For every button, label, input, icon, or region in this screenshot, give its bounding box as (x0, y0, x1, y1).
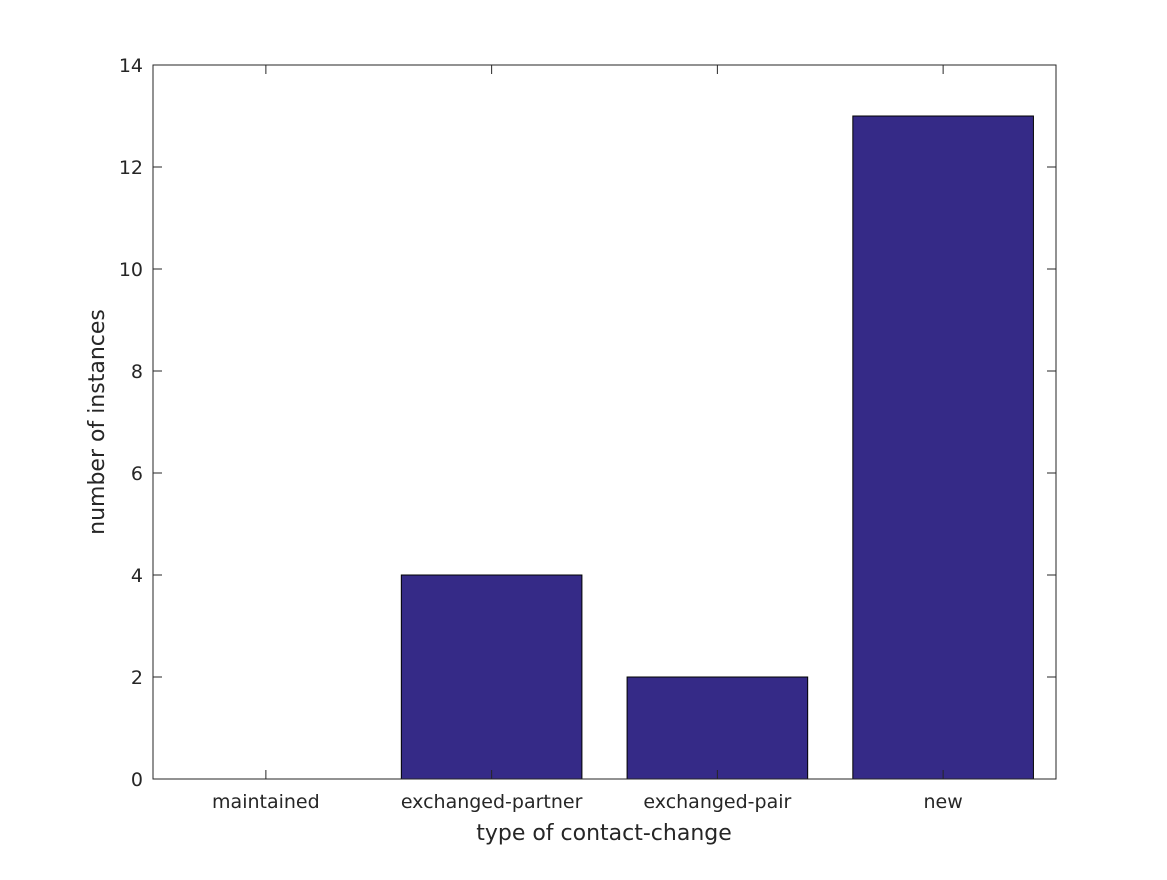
y-tick-label: 14 (119, 55, 143, 77)
x-tick-label: exchanged-partner (401, 791, 583, 813)
y-tick-labels: 0 2 4 6 8 10 12 14 (119, 55, 143, 791)
y-tick-label: 10 (119, 259, 143, 281)
x-axis-label: type of contact-change (476, 821, 732, 846)
y-tick-label: 6 (131, 463, 143, 485)
y-tick-label: 12 (119, 157, 143, 179)
y-tick-label: 4 (131, 565, 143, 587)
x-tick-labels: maintained exchanged-partner exchanged-pai… (212, 791, 963, 813)
x-tick-label: exchanged-pair (643, 791, 791, 813)
plot-frame (152, 64, 1057, 780)
bars-group (400, 115, 1034, 780)
y-tick-label: 0 (131, 769, 143, 791)
bar-new (852, 115, 1034, 780)
x-tick-label: maintained (212, 791, 320, 813)
bar-exchanged-pair (626, 676, 809, 780)
bar-exchanged-partner (400, 574, 583, 780)
x-tick-label: new (923, 791, 962, 813)
y-axis-label: number of instances (85, 309, 110, 535)
y-tick-label: 8 (131, 361, 143, 383)
y-tick-label: 2 (131, 667, 143, 689)
